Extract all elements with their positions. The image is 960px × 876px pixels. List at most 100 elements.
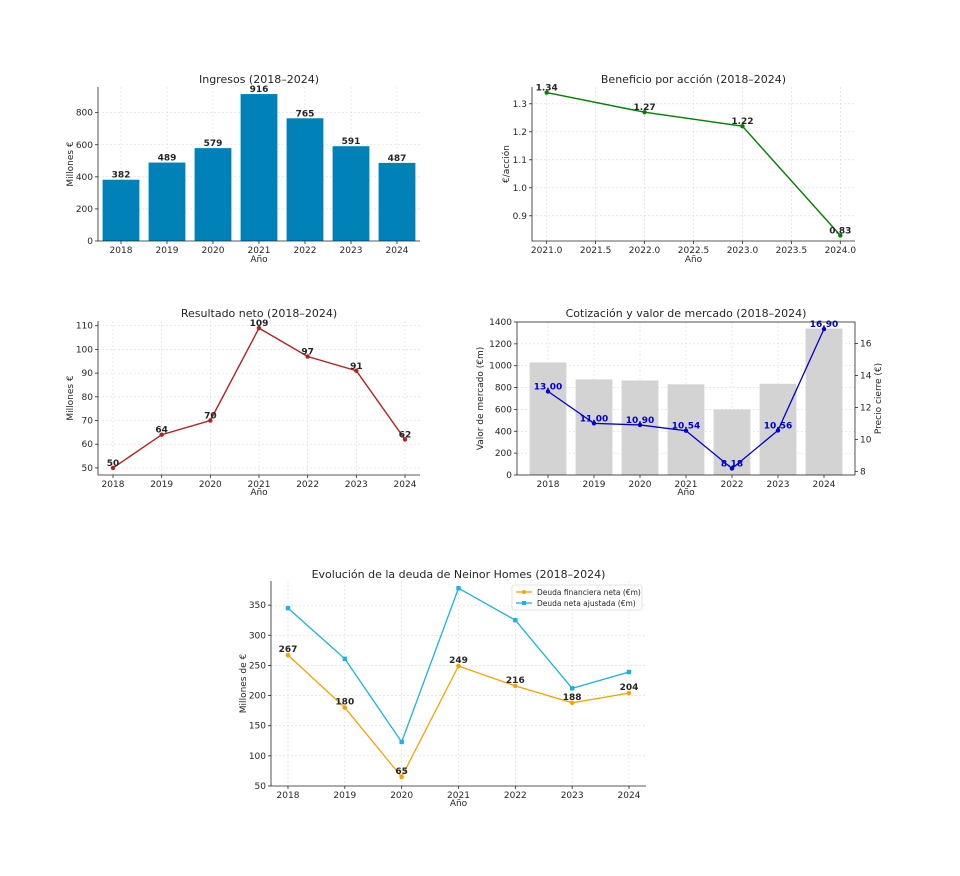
legend-frame bbox=[511, 584, 643, 611]
y-tick-label: 100 bbox=[249, 752, 266, 762]
bar bbox=[378, 162, 416, 241]
data-point bbox=[591, 421, 597, 426]
y2-tick-label: 8 bbox=[860, 467, 866, 477]
chart-cotizacion: 13.00 11.00 10.90 10.54 8.18 10.56 16.90 0 200 40… bbox=[476, 307, 884, 498]
y-tick-label: 70 bbox=[82, 417, 94, 427]
y-tick-label: 1.1 bbox=[513, 156, 527, 166]
data-point bbox=[544, 90, 549, 95]
data-point bbox=[402, 437, 408, 442]
data-label: 916 bbox=[250, 85, 269, 95]
x-tick-label: 2022.0 bbox=[629, 246, 661, 256]
chart-deuda: 267 180 65 249 216 188 204 50 100 150 200 250 300 350… bbox=[239, 568, 646, 809]
y-tick-label: 80 bbox=[82, 393, 94, 403]
data-point bbox=[285, 652, 291, 658]
y2-axis-label: Precio cierre (€) bbox=[874, 363, 884, 434]
x-tick-label: 2024 bbox=[394, 480, 417, 490]
x-tick-label: 2018 bbox=[102, 480, 125, 490]
y2-tick-label: 12 bbox=[860, 403, 871, 413]
y2-tick-label: 16 bbox=[860, 339, 872, 349]
data-label: 62 bbox=[399, 430, 412, 440]
bar bbox=[240, 94, 278, 241]
data-point bbox=[399, 739, 404, 745]
y-tick-label: 100 bbox=[76, 345, 93, 355]
x-tick-label: 2019 bbox=[156, 246, 179, 256]
x-tick-label: 2021 bbox=[248, 480, 271, 490]
x-tick-label: 2022.5 bbox=[678, 246, 710, 256]
bar bbox=[575, 379, 613, 475]
data-label: 16.90 bbox=[810, 320, 838, 330]
y-tick-label: 600 bbox=[495, 405, 512, 415]
y-tick-label: 200 bbox=[495, 449, 512, 459]
legend-marker bbox=[522, 601, 526, 605]
x-tick-label: 2022 bbox=[294, 246, 317, 256]
x-axis-label: Año bbox=[250, 488, 268, 498]
x-tick-label: 2019 bbox=[583, 480, 606, 490]
x-tick-label: 2023 bbox=[767, 480, 790, 490]
y-tick-label: 350 bbox=[249, 601, 266, 611]
x-tick-label: 2024 bbox=[618, 791, 641, 801]
y-tick-label: 150 bbox=[249, 722, 266, 732]
data-point bbox=[285, 605, 291, 611]
data-point bbox=[569, 686, 575, 691]
x-tick-label: 2023 bbox=[561, 791, 584, 801]
y2-tick-label: 10 bbox=[860, 435, 872, 445]
y-tick-label: 1200 bbox=[489, 340, 512, 350]
x-axis-label: Año bbox=[250, 255, 268, 265]
y-tick-label: 600 bbox=[76, 141, 93, 151]
data-label: 382 bbox=[112, 171, 131, 181]
x-tick-label: 2024 bbox=[813, 480, 836, 490]
axis-spine bbox=[97, 321, 420, 476]
chart-ingresos: 382 489 579 916 765 591 487 0 200 400 600 800 2018 20… bbox=[66, 73, 420, 265]
x-tick-label: 2022 bbox=[296, 480, 319, 490]
y-tick-label: 400 bbox=[76, 173, 93, 183]
y-axis-label: Millones € bbox=[66, 141, 76, 187]
data-label: 188 bbox=[563, 693, 582, 703]
x-tick-label: 2021.0 bbox=[531, 246, 563, 256]
y2-tick-label: 14 bbox=[860, 371, 872, 381]
data-point bbox=[729, 466, 735, 471]
data-label: 765 bbox=[296, 109, 315, 119]
data-label: 13.00 bbox=[534, 382, 562, 392]
data-point bbox=[513, 617, 518, 623]
y-axis-label: Millones € bbox=[66, 375, 76, 421]
x-axis-label: Año bbox=[677, 488, 695, 498]
data-point bbox=[740, 124, 745, 129]
bar bbox=[194, 148, 232, 241]
data-label: 65 bbox=[395, 767, 408, 777]
x-tick-label: 2024.0 bbox=[825, 246, 857, 256]
x-tick-label: 2021 bbox=[248, 246, 271, 256]
data-label: 64 bbox=[155, 426, 168, 436]
data-label: 0.83 bbox=[829, 226, 851, 236]
axis-spine bbox=[531, 87, 855, 242]
data-label: 579 bbox=[204, 139, 223, 149]
chart-title: Evolución de la deuda de Neinor Homes (2… bbox=[312, 568, 606, 581]
x-tick-label: 2020 bbox=[390, 791, 413, 801]
x-tick-label: 2021.5 bbox=[580, 246, 612, 256]
data-point bbox=[545, 389, 551, 394]
data-label: 204 bbox=[620, 683, 639, 693]
data-label: 1.34 bbox=[536, 84, 558, 94]
x-tick-label: 2024 bbox=[386, 246, 409, 256]
x-tick-label: 2018 bbox=[537, 480, 560, 490]
data-label: 50 bbox=[107, 459, 120, 469]
y-tick-label: 800 bbox=[495, 384, 512, 394]
y-tick-label: 250 bbox=[249, 661, 266, 671]
data-label: 109 bbox=[250, 319, 269, 329]
chart-resultado: 50 64 70 109 97 91 62 50 60 70 80 90 100 110 2018 2019 2… bbox=[66, 307, 420, 498]
data-label: 180 bbox=[335, 698, 354, 708]
series-line bbox=[546, 91, 841, 236]
y-tick-label: 800 bbox=[76, 109, 93, 119]
data-point bbox=[342, 656, 348, 661]
data-point bbox=[642, 110, 647, 115]
data-point bbox=[110, 465, 116, 471]
legend-marker bbox=[522, 590, 526, 594]
y-tick-label: 0.9 bbox=[513, 212, 528, 222]
chart-title: Cotización y valor de mercado (2018–2024… bbox=[566, 307, 807, 320]
x-tick-label: 2021 bbox=[675, 480, 698, 490]
legend-label: Deuda financiera neta (€m) bbox=[537, 588, 641, 597]
x-tick-label: 2020 bbox=[202, 246, 225, 256]
data-point bbox=[456, 586, 461, 591]
y-tick-label: 1400 bbox=[489, 318, 512, 328]
x-tick-label: 2020 bbox=[629, 480, 652, 490]
